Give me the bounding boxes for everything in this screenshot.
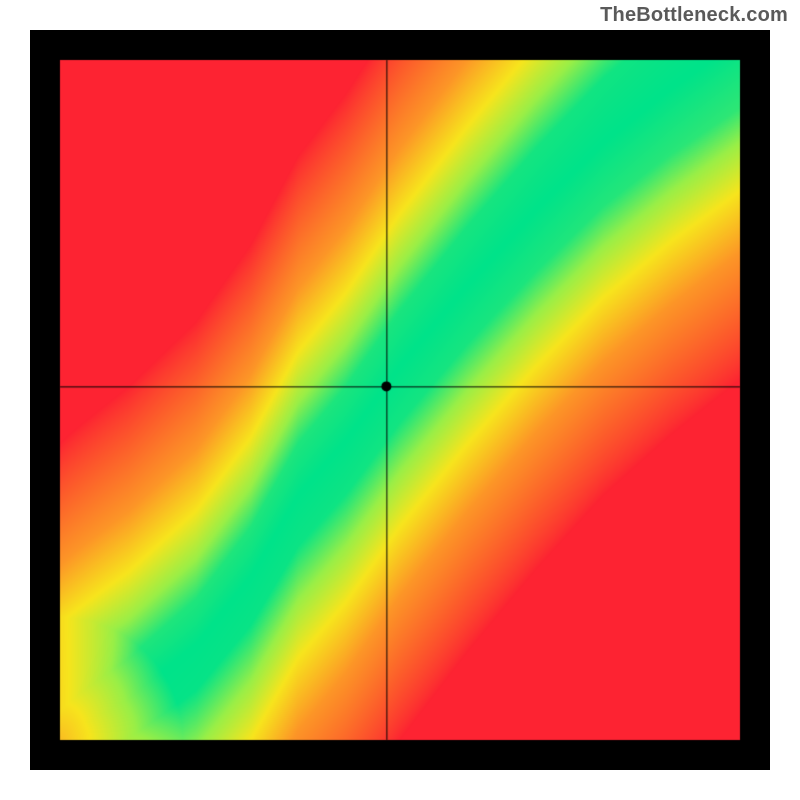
heatmap-frame <box>30 30 770 770</box>
chart-container: TheBottleneck.com <box>0 0 800 800</box>
crosshair-overlay <box>30 30 770 770</box>
watermark-text: TheBottleneck.com <box>600 4 788 27</box>
